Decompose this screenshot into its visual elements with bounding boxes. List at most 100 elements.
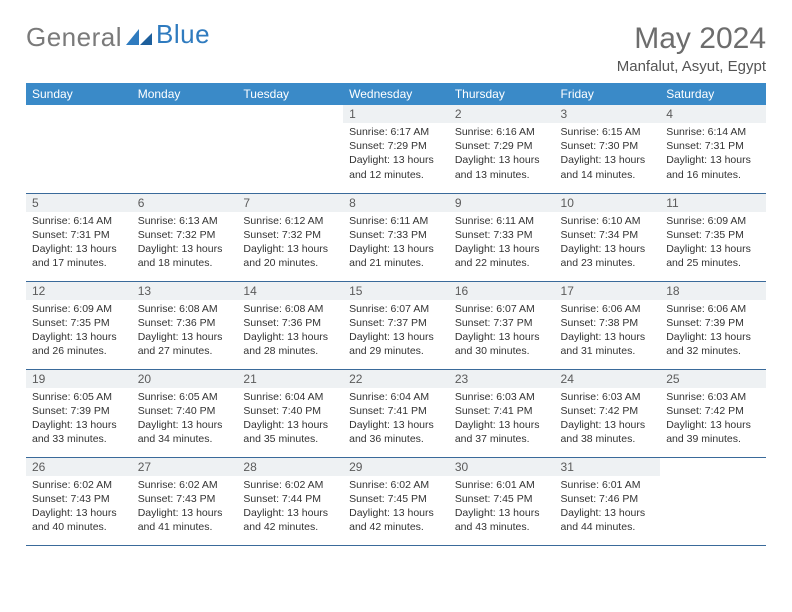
day-info: Sunrise: 6:06 AMSunset: 7:38 PMDaylight:… — [555, 300, 661, 363]
day-info: Sunrise: 6:12 AMSunset: 7:32 PMDaylight:… — [237, 212, 343, 275]
day-number: 8 — [343, 194, 449, 212]
week-row: 1Sunrise: 6:17 AMSunset: 7:29 PMDaylight… — [26, 105, 766, 193]
day-info: Sunrise: 6:11 AMSunset: 7:33 PMDaylight:… — [449, 212, 555, 275]
day-number: 17 — [555, 282, 661, 300]
day-cell: 26Sunrise: 6:02 AMSunset: 7:43 PMDayligh… — [26, 457, 132, 545]
day-number: 9 — [449, 194, 555, 212]
day-cell: 24Sunrise: 6:03 AMSunset: 7:42 PMDayligh… — [555, 369, 661, 457]
day-info: Sunrise: 6:05 AMSunset: 7:40 PMDaylight:… — [132, 388, 238, 451]
day-info: Sunrise: 6:14 AMSunset: 7:31 PMDaylight:… — [26, 212, 132, 275]
day-number: 25 — [660, 370, 766, 388]
day-cell: 21Sunrise: 6:04 AMSunset: 7:40 PMDayligh… — [237, 369, 343, 457]
weekday-thursday: Thursday — [449, 83, 555, 105]
day-number: 31 — [555, 458, 661, 476]
logo-text-blue: Blue — [156, 19, 210, 49]
day-info: Sunrise: 6:11 AMSunset: 7:33 PMDaylight:… — [343, 212, 449, 275]
day-info: Sunrise: 6:01 AMSunset: 7:46 PMDaylight:… — [555, 476, 661, 539]
day-number: 27 — [132, 458, 238, 476]
day-cell: 12Sunrise: 6:09 AMSunset: 7:35 PMDayligh… — [26, 281, 132, 369]
day-info: Sunrise: 6:16 AMSunset: 7:29 PMDaylight:… — [449, 123, 555, 186]
weekday-monday: Monday — [132, 83, 238, 105]
day-number: 12 — [26, 282, 132, 300]
day-number: 18 — [660, 282, 766, 300]
day-info: Sunrise: 6:10 AMSunset: 7:34 PMDaylight:… — [555, 212, 661, 275]
day-cell: 6Sunrise: 6:13 AMSunset: 7:32 PMDaylight… — [132, 193, 238, 281]
day-cell — [132, 105, 238, 193]
calendar-table: SundayMondayTuesdayWednesdayThursdayFrid… — [26, 83, 766, 546]
day-number: 16 — [449, 282, 555, 300]
week-row: 19Sunrise: 6:05 AMSunset: 7:39 PMDayligh… — [26, 369, 766, 457]
header: General Blue May 2024 Manfalut, Asyut, E… — [26, 22, 766, 75]
day-info: Sunrise: 6:17 AMSunset: 7:29 PMDaylight:… — [343, 123, 449, 186]
day-info: Sunrise: 6:02 AMSunset: 7:43 PMDaylight:… — [26, 476, 132, 539]
day-info: Sunrise: 6:03 AMSunset: 7:42 PMDaylight:… — [660, 388, 766, 451]
day-cell: 2Sunrise: 6:16 AMSunset: 7:29 PMDaylight… — [449, 105, 555, 193]
day-cell: 17Sunrise: 6:06 AMSunset: 7:38 PMDayligh… — [555, 281, 661, 369]
day-cell: 1Sunrise: 6:17 AMSunset: 7:29 PMDaylight… — [343, 105, 449, 193]
day-info: Sunrise: 6:01 AMSunset: 7:45 PMDaylight:… — [449, 476, 555, 539]
day-cell: 4Sunrise: 6:14 AMSunset: 7:31 PMDaylight… — [660, 105, 766, 193]
day-info: Sunrise: 6:03 AMSunset: 7:42 PMDaylight:… — [555, 388, 661, 451]
day-cell — [660, 457, 766, 545]
day-info: Sunrise: 6:13 AMSunset: 7:32 PMDaylight:… — [132, 212, 238, 275]
day-number: 30 — [449, 458, 555, 476]
day-cell: 10Sunrise: 6:10 AMSunset: 7:34 PMDayligh… — [555, 193, 661, 281]
day-info: Sunrise: 6:07 AMSunset: 7:37 PMDaylight:… — [449, 300, 555, 363]
weekday-tuesday: Tuesday — [237, 83, 343, 105]
day-cell: 29Sunrise: 6:02 AMSunset: 7:45 PMDayligh… — [343, 457, 449, 545]
day-cell: 16Sunrise: 6:07 AMSunset: 7:37 PMDayligh… — [449, 281, 555, 369]
day-cell: 13Sunrise: 6:08 AMSunset: 7:36 PMDayligh… — [132, 281, 238, 369]
day-info: Sunrise: 6:09 AMSunset: 7:35 PMDaylight:… — [26, 300, 132, 363]
day-cell: 25Sunrise: 6:03 AMSunset: 7:42 PMDayligh… — [660, 369, 766, 457]
day-number: 14 — [237, 282, 343, 300]
day-info: Sunrise: 6:03 AMSunset: 7:41 PMDaylight:… — [449, 388, 555, 451]
month-title: May 2024 — [617, 22, 766, 56]
day-cell: 19Sunrise: 6:05 AMSunset: 7:39 PMDayligh… — [26, 369, 132, 457]
day-info: Sunrise: 6:04 AMSunset: 7:40 PMDaylight:… — [237, 388, 343, 451]
day-number: 10 — [555, 194, 661, 212]
day-number: 15 — [343, 282, 449, 300]
day-info: Sunrise: 6:14 AMSunset: 7:31 PMDaylight:… — [660, 123, 766, 186]
day-info: Sunrise: 6:02 AMSunset: 7:45 PMDaylight:… — [343, 476, 449, 539]
day-number: 13 — [132, 282, 238, 300]
day-number: 1 — [343, 105, 449, 123]
week-row: 26Sunrise: 6:02 AMSunset: 7:43 PMDayligh… — [26, 457, 766, 545]
logo-text-gray: General — [26, 22, 122, 53]
weekday-saturday: Saturday — [660, 83, 766, 105]
day-cell: 3Sunrise: 6:15 AMSunset: 7:30 PMDaylight… — [555, 105, 661, 193]
day-cell — [26, 105, 132, 193]
day-info: Sunrise: 6:02 AMSunset: 7:44 PMDaylight:… — [237, 476, 343, 539]
day-info: Sunrise: 6:02 AMSunset: 7:43 PMDaylight:… — [132, 476, 238, 539]
day-number: 4 — [660, 105, 766, 123]
day-number: 28 — [237, 458, 343, 476]
day-cell: 23Sunrise: 6:03 AMSunset: 7:41 PMDayligh… — [449, 369, 555, 457]
day-info: Sunrise: 6:09 AMSunset: 7:35 PMDaylight:… — [660, 212, 766, 275]
day-cell: 31Sunrise: 6:01 AMSunset: 7:46 PMDayligh… — [555, 457, 661, 545]
day-number: 2 — [449, 105, 555, 123]
day-cell: 11Sunrise: 6:09 AMSunset: 7:35 PMDayligh… — [660, 193, 766, 281]
day-cell: 15Sunrise: 6:07 AMSunset: 7:37 PMDayligh… — [343, 281, 449, 369]
day-number: 22 — [343, 370, 449, 388]
day-number: 24 — [555, 370, 661, 388]
day-info: Sunrise: 6:08 AMSunset: 7:36 PMDaylight:… — [132, 300, 238, 363]
day-number: 19 — [26, 370, 132, 388]
week-row: 12Sunrise: 6:09 AMSunset: 7:35 PMDayligh… — [26, 281, 766, 369]
day-number: 20 — [132, 370, 238, 388]
day-cell: 18Sunrise: 6:06 AMSunset: 7:39 PMDayligh… — [660, 281, 766, 369]
logo-sail-icon — [126, 29, 152, 47]
weekday-sunday: Sunday — [26, 83, 132, 105]
day-number: 26 — [26, 458, 132, 476]
location: Manfalut, Asyut, Egypt — [617, 58, 766, 75]
day-cell — [237, 105, 343, 193]
day-cell: 9Sunrise: 6:11 AMSunset: 7:33 PMDaylight… — [449, 193, 555, 281]
day-number: 11 — [660, 194, 766, 212]
day-number: 5 — [26, 194, 132, 212]
day-cell: 22Sunrise: 6:04 AMSunset: 7:41 PMDayligh… — [343, 369, 449, 457]
week-row: 5Sunrise: 6:14 AMSunset: 7:31 PMDaylight… — [26, 193, 766, 281]
weekday-friday: Friday — [555, 83, 661, 105]
day-cell: 20Sunrise: 6:05 AMSunset: 7:40 PMDayligh… — [132, 369, 238, 457]
logo: General Blue — [26, 22, 210, 53]
day-info: Sunrise: 6:08 AMSunset: 7:36 PMDaylight:… — [237, 300, 343, 363]
day-cell: 7Sunrise: 6:12 AMSunset: 7:32 PMDaylight… — [237, 193, 343, 281]
day-cell: 30Sunrise: 6:01 AMSunset: 7:45 PMDayligh… — [449, 457, 555, 545]
